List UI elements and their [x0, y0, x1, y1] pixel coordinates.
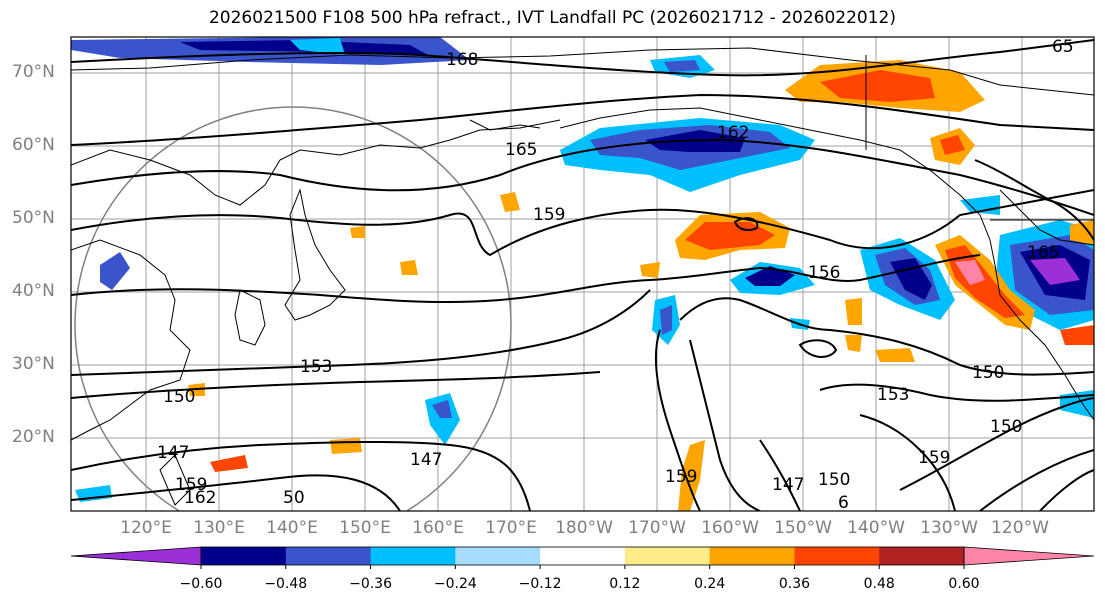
contour-label: 147 [772, 475, 804, 495]
lat-label: 40°N [12, 281, 55, 301]
lon-label: 120°E [120, 518, 172, 538]
contour-label: 147 [410, 450, 442, 470]
colorbar-tick-label: 0.12 [609, 576, 641, 592]
lat-label: 30°N [12, 354, 55, 374]
lon-label: 160°W [701, 518, 759, 538]
colorbar-tick-label: −0.24 [433, 576, 477, 592]
contour-label: 165 [505, 140, 537, 160]
coastlines [71, 47, 1094, 506]
lon-label: 130°W [920, 518, 978, 538]
lon-label: 130°E [193, 518, 245, 538]
colorbar-bin [370, 547, 456, 565]
lon-label: 170°E [485, 518, 537, 538]
contour-label: 162 [184, 488, 216, 508]
contour-label: 168 [446, 50, 478, 70]
colorbar-tick-label: −0.12 [518, 576, 562, 592]
contour-labels: 168 165 162 159 156 153 150 147 159 162 … [157, 37, 1074, 513]
graticule [71, 37, 1094, 511]
lon-label: 170°W [628, 518, 686, 538]
contour-label: 165 [1027, 243, 1059, 263]
lat-label: 20°N [12, 427, 55, 447]
ivt-shading [71, 37, 1094, 511]
contour-label: 150 [163, 387, 195, 407]
lon-label: 150°W [774, 518, 832, 538]
contour-label: 50 [283, 488, 305, 508]
map-title: 2026021500 F108 500 hPa refract., IVT La… [208, 8, 896, 28]
contour-label: 6 [838, 493, 849, 513]
refractivity-contours [71, 39, 1094, 511]
lon-label: 180°W [555, 518, 613, 538]
contour-label: 65 [1052, 37, 1074, 57]
contour-label: 150 [818, 470, 850, 490]
lat-label: 60°N [12, 135, 55, 155]
map-frame [70, 36, 1095, 512]
colorbar-bin [794, 547, 880, 565]
lon-label: 140°W [847, 518, 905, 538]
colorbar-extension-max [963, 546, 1095, 566]
contour-label: 150 [990, 417, 1022, 437]
colorbar-bin [709, 547, 795, 565]
colorbar-bin [455, 547, 541, 565]
colorbar-tick-label: −0.36 [349, 576, 392, 592]
contour-label: 162 [717, 123, 749, 143]
lon-label: 120°W [991, 518, 1049, 538]
lon-label: 140°E [266, 518, 318, 538]
contour-label: 153 [300, 357, 332, 377]
lon-label: 150°E [339, 518, 391, 538]
colorbar-bin [285, 547, 372, 565]
lon-label: 160°E [412, 518, 464, 538]
colorbar-bin [879, 547, 965, 565]
range-ring [74, 106, 512, 511]
colorbar-tick-label: −0.48 [264, 576, 308, 592]
colorbar [70, 546, 1095, 569]
colorbar-bin [624, 547, 711, 565]
contour-label: 159 [665, 467, 697, 487]
colorbar-tick-label: 0.60 [948, 576, 980, 592]
colorbar-tick-label: −0.60 [179, 576, 223, 592]
colorbar-tick-label: 0.48 [863, 576, 895, 592]
contour-label: 156 [808, 263, 840, 283]
contour-label: 159 [533, 205, 565, 225]
colorbar-tick-label: 0.24 [694, 576, 726, 592]
lat-label: 50°N [12, 208, 55, 228]
lat-label: 70°N [12, 62, 55, 82]
colorbar-bin [540, 547, 626, 565]
contour-label: 150 [972, 363, 1004, 383]
colorbar-outline [200, 546, 965, 566]
contour-label: 159 [918, 448, 950, 468]
colorbar-extension-min [70, 546, 202, 566]
contour-label: 147 [157, 443, 189, 463]
colorbar-bin [201, 547, 287, 565]
colorbar-tick-label: 0.36 [778, 576, 811, 592]
contour-label: 159 [175, 475, 207, 495]
contour-label: 153 [877, 385, 909, 405]
